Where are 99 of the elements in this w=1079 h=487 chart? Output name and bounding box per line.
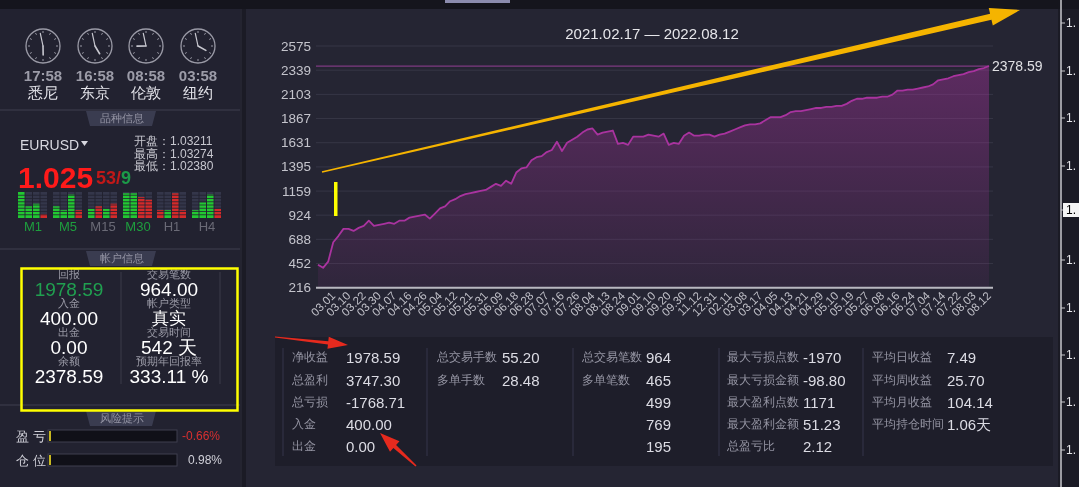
ref-line-label: 2378.59 xyxy=(992,58,1043,75)
text: 08:58 xyxy=(126,66,166,84)
text: M1 xyxy=(23,218,43,234)
text: 499 xyxy=(646,393,672,411)
text: 1. xyxy=(1066,111,1077,125)
text: 55.20 xyxy=(502,348,540,366)
text: 多单笔数 xyxy=(582,373,630,387)
text: 仓 位 xyxy=(16,452,46,468)
text: 总交易笔数 xyxy=(581,350,642,364)
text: M15 xyxy=(90,218,116,234)
text: 1978.59 xyxy=(346,348,401,366)
text: 最大盈利金额 xyxy=(727,417,799,431)
text: 预期年回报率 xyxy=(136,355,202,367)
text: 1. xyxy=(1066,443,1077,457)
text: 1. xyxy=(1066,348,1077,362)
text: 最高：1.03274 xyxy=(134,146,214,161)
text: 1. xyxy=(1066,203,1077,217)
text: 最低：1.02380 xyxy=(134,159,214,173)
text: 104.14 xyxy=(947,393,993,411)
text: 0.00 xyxy=(346,437,376,455)
text: 回报 xyxy=(58,268,80,280)
chart-title: 2021.02.17 — 2022.08.12 xyxy=(565,24,739,42)
text: 余额 xyxy=(58,355,80,367)
text: 平均周收益 xyxy=(872,373,932,387)
text: 964 xyxy=(646,348,672,366)
text: 25.70 xyxy=(947,371,985,389)
text: 51.23 xyxy=(803,415,841,433)
y-tick-label: 2103 xyxy=(280,86,311,102)
text: 1. xyxy=(1066,301,1077,315)
text: -1970 xyxy=(803,348,842,366)
y-tick-label: 2339 xyxy=(280,62,311,78)
text: 1.025 xyxy=(18,160,94,194)
text: -0.66% xyxy=(182,429,221,443)
text: 开盘：1.03211 xyxy=(134,134,213,148)
text: EURUSD xyxy=(20,137,80,153)
text: 悉尼 xyxy=(27,83,58,101)
text: 交易笔数 xyxy=(147,268,191,280)
y-tick-label: 688 xyxy=(288,231,311,247)
text: H1 xyxy=(163,218,181,234)
text: 总盈利 xyxy=(291,373,328,387)
text: 1.06天 xyxy=(947,415,992,433)
text: 0.98% xyxy=(188,453,223,467)
text: 769 xyxy=(646,415,672,433)
text: 最大盈利点数 xyxy=(727,395,799,409)
text: 盈 亏 xyxy=(16,428,46,444)
text: 东京 xyxy=(80,83,110,101)
text: 品种信息 xyxy=(100,112,144,124)
text: 03:58 xyxy=(178,66,218,84)
text: 400.00 xyxy=(346,415,392,433)
text: 出金 xyxy=(58,326,80,338)
text: 465 xyxy=(646,371,672,389)
y-tick-label: 1867 xyxy=(280,111,311,127)
text: 1. xyxy=(1066,253,1077,267)
text: H4 xyxy=(198,218,216,234)
y-tick-label: 216 xyxy=(288,280,311,296)
text: 3747.30 xyxy=(346,371,401,389)
text: 总亏损 xyxy=(291,395,328,409)
text: 入金 xyxy=(292,417,316,431)
y-tick-label: 1631 xyxy=(280,135,311,151)
text: 风险提示 xyxy=(100,412,144,424)
text: 16:58 xyxy=(75,66,115,84)
text: 1. xyxy=(1066,64,1077,78)
text: 净收益 xyxy=(292,350,328,364)
text: 伦敦 xyxy=(131,83,161,101)
text: 最大亏损点数 xyxy=(727,350,799,364)
text: 平均月收益 xyxy=(872,395,932,409)
text: 1. xyxy=(1066,16,1077,30)
text: 平均日收益 xyxy=(872,350,932,364)
text: 纽约 xyxy=(183,83,213,101)
text: 195 xyxy=(646,437,672,455)
text: 53/9 xyxy=(96,168,132,188)
text: M30 xyxy=(125,218,151,234)
text: 入金 xyxy=(58,297,80,309)
text: 总盈亏比 xyxy=(726,439,775,453)
text: -98.80 xyxy=(803,371,846,389)
text: 2378.59 xyxy=(34,365,104,387)
y-tick-label: 1159 xyxy=(281,183,311,199)
text: 真实 xyxy=(152,308,186,328)
text: -1768.71 xyxy=(346,393,406,411)
text: 2.12 xyxy=(803,437,833,455)
text: 平均持仓时间 xyxy=(872,417,944,431)
y-tick-label: 924 xyxy=(288,207,312,223)
text: 帐户信息 xyxy=(100,252,144,264)
text: 帐户类型 xyxy=(147,297,191,309)
text: 总交易手数 xyxy=(436,350,497,364)
text: 多单手数 xyxy=(437,373,485,387)
text: M5 xyxy=(58,218,78,234)
text: 1. xyxy=(1066,159,1077,173)
y-tick-label: 2575 xyxy=(280,38,311,54)
text: 最大亏损金额 xyxy=(727,373,799,387)
text: 7.49 xyxy=(947,348,977,366)
y-tick-label: 1395 xyxy=(280,159,311,175)
text: 1. xyxy=(1066,395,1077,409)
text: 出金 xyxy=(292,439,316,453)
y-tick-label: 452 xyxy=(288,256,311,272)
text: 17:58 xyxy=(23,66,63,84)
text: 1171 xyxy=(803,393,836,411)
text: 28.48 xyxy=(502,371,540,389)
text: 交易时间 xyxy=(147,326,191,338)
